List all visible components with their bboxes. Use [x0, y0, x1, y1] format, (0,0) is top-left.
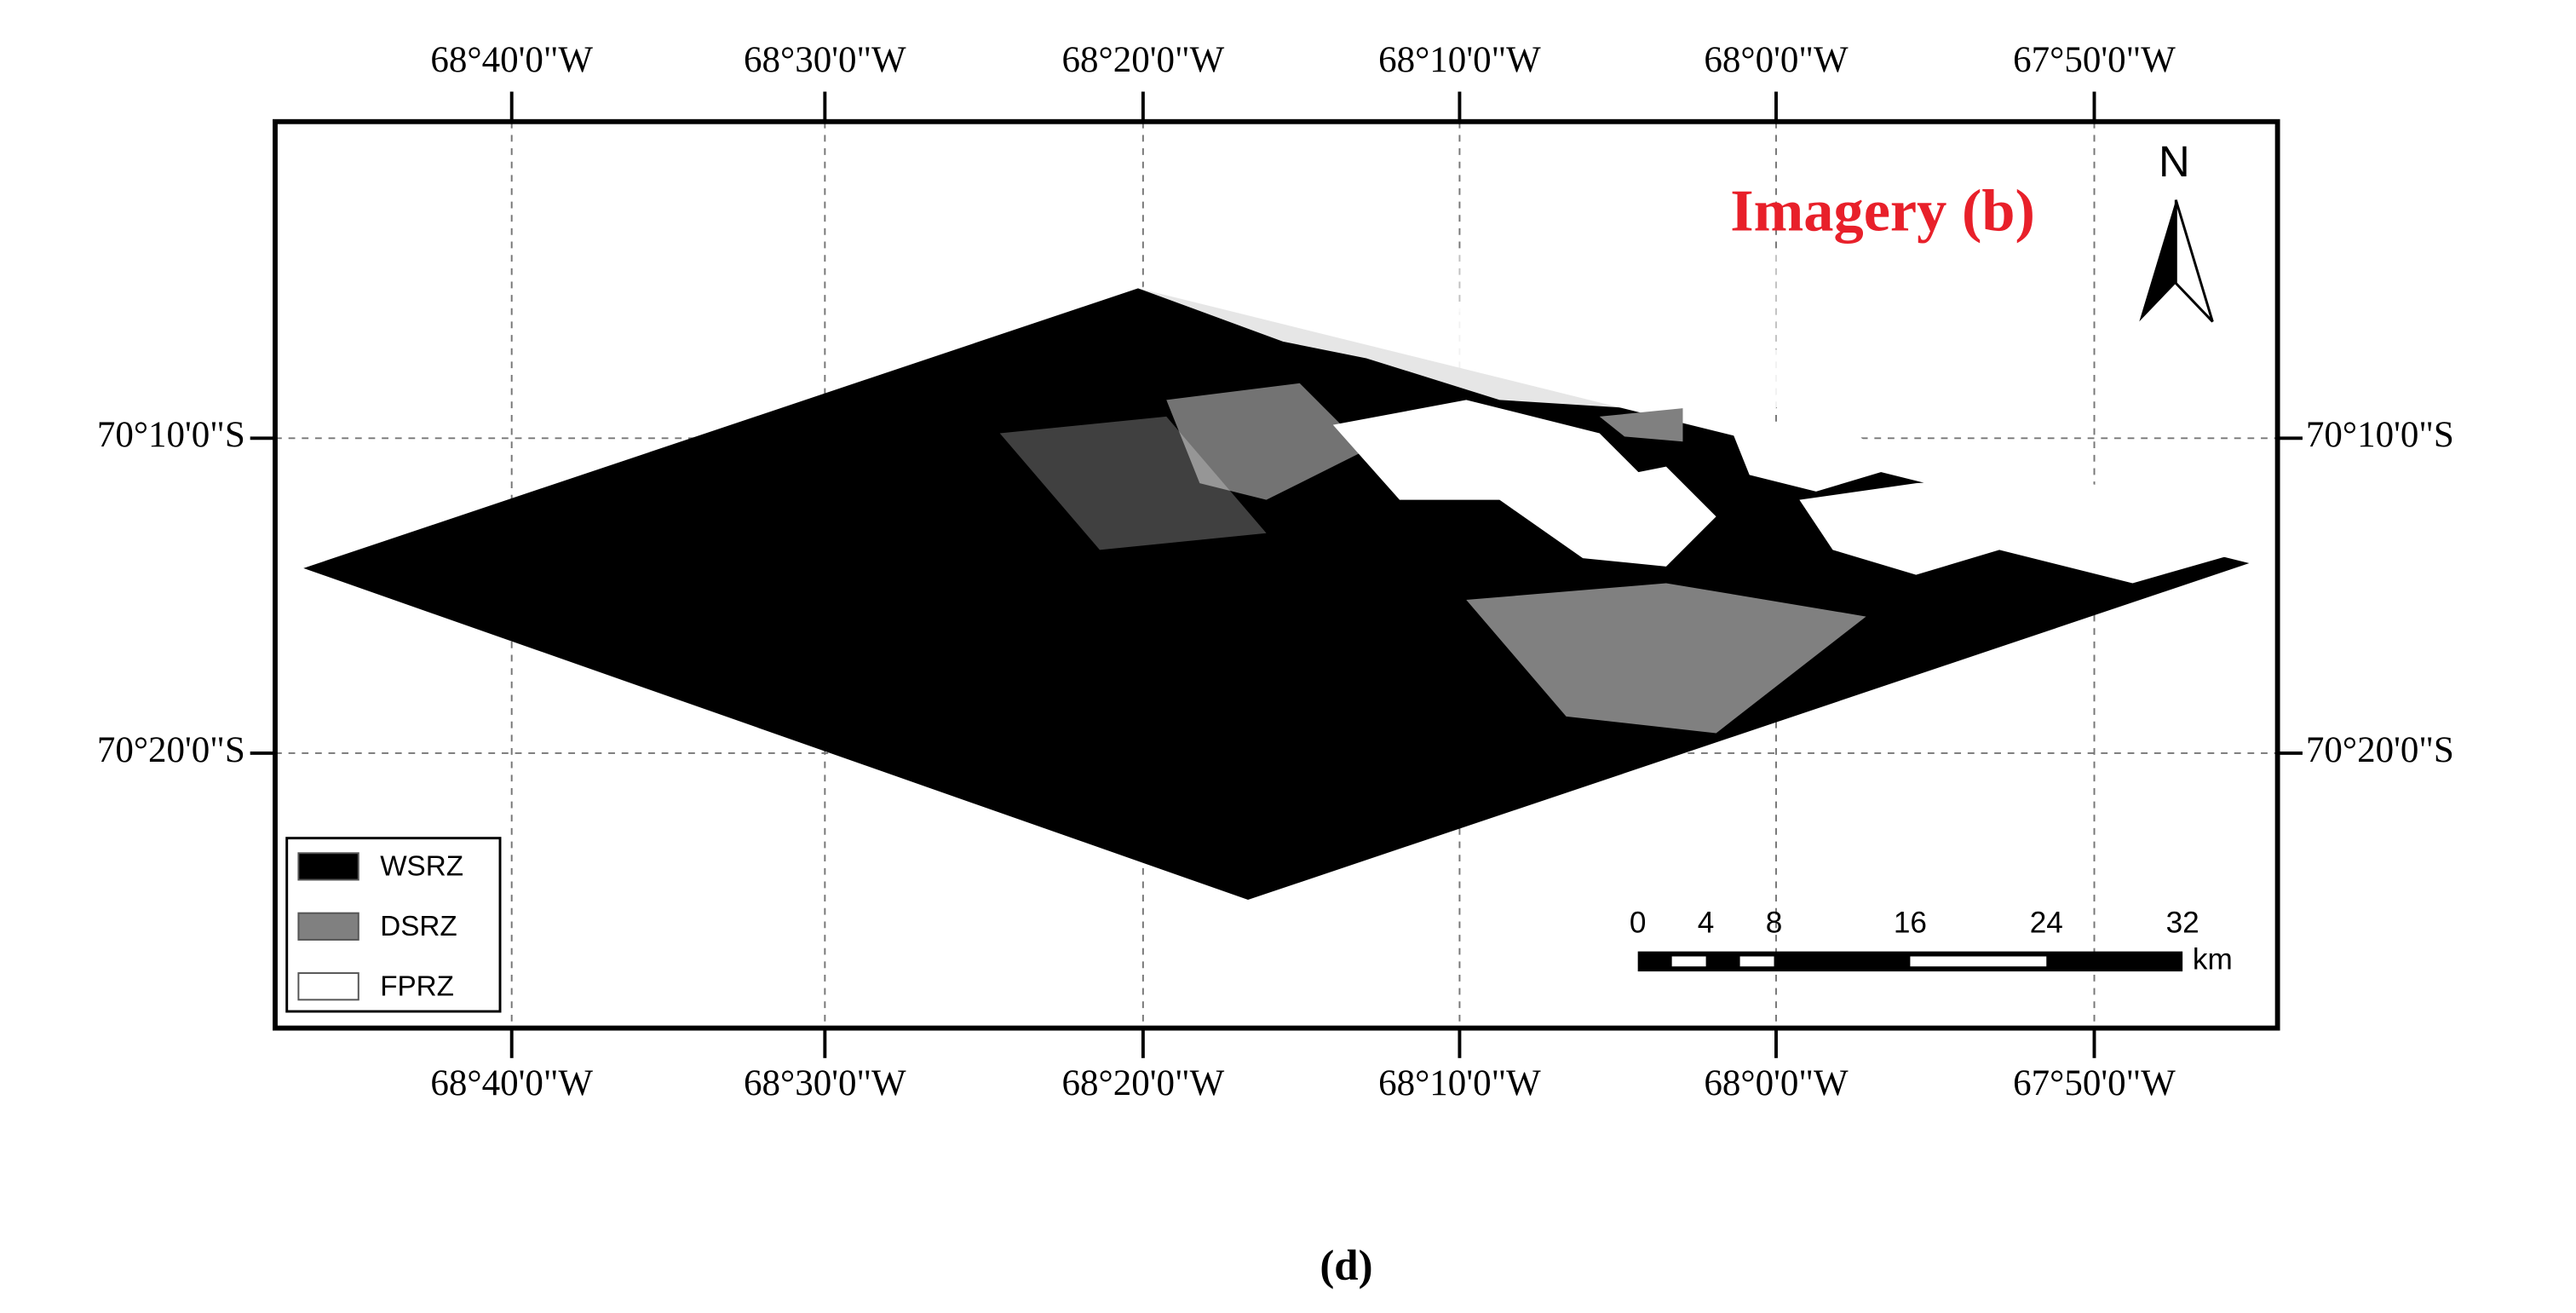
longitude-label: 68°20'0"W	[1062, 1063, 1225, 1103]
scale-bar-label: 0	[1630, 907, 1647, 940]
scale-bar-segment	[1671, 956, 1706, 967]
longitude-label: 68°0'0"W	[1704, 40, 1849, 80]
scale-bar-label: 4	[1698, 907, 1715, 940]
longitude-label: 67°50'0"W	[2013, 40, 2176, 80]
scale-bar-label: 16	[1894, 907, 1927, 940]
map-title: Imagery (b)	[1730, 177, 2035, 244]
longitude-label: 68°10'0"W	[1378, 1063, 1541, 1103]
scale-bar-label: 24	[2030, 907, 2063, 940]
caption: (d)	[1320, 1241, 1372, 1289]
longitude-label: 68°40'0"W	[430, 1063, 593, 1103]
legend: WSRZ DSRZ FPRZ	[297, 851, 463, 1002]
longitude-label: 68°20'0"W	[1062, 40, 1225, 80]
imagery-dsrz	[1599, 408, 1683, 442]
legend-swatch	[297, 852, 359, 881]
longitude-label: 68°0'0"W	[1704, 1063, 1849, 1103]
scale-bar-segment	[1739, 956, 1774, 967]
legend-label: WSRZ	[380, 851, 463, 883]
imagery-water	[303, 288, 2250, 901]
imagery-ice	[999, 250, 2250, 734]
scale-bar-segment	[1910, 956, 2047, 967]
scale-bar-unit: km	[2193, 943, 2233, 976]
longitude-label: 67°50'0"W	[2013, 1063, 2176, 1103]
legend-swatch	[297, 912, 359, 941]
longitude-label: 68°10'0"W	[1378, 40, 1541, 80]
latitude-label: 70°10'0"S	[2306, 415, 2454, 455]
north-arrow	[2174, 199, 2214, 323]
legend-label: FPRZ	[380, 970, 454, 1002]
longitude-label: 68°40'0"W	[430, 40, 593, 80]
scale-bar-label: 8	[1766, 907, 1783, 940]
legend-label: DSRZ	[380, 911, 457, 942]
north-label: N	[2159, 137, 2190, 186]
latitude-label: 70°10'0"S	[97, 415, 245, 455]
map-frame	[273, 118, 2280, 1031]
longitude-label: 68°30'0"W	[744, 40, 906, 80]
longitude-label: 68°30'0"W	[744, 1063, 906, 1103]
scale-bar-label: 32	[2166, 907, 2199, 940]
latitude-label: 70°20'0"S	[97, 730, 245, 770]
latitude-label: 70°20'0"S	[2306, 730, 2454, 770]
legend-swatch	[297, 972, 359, 1001]
